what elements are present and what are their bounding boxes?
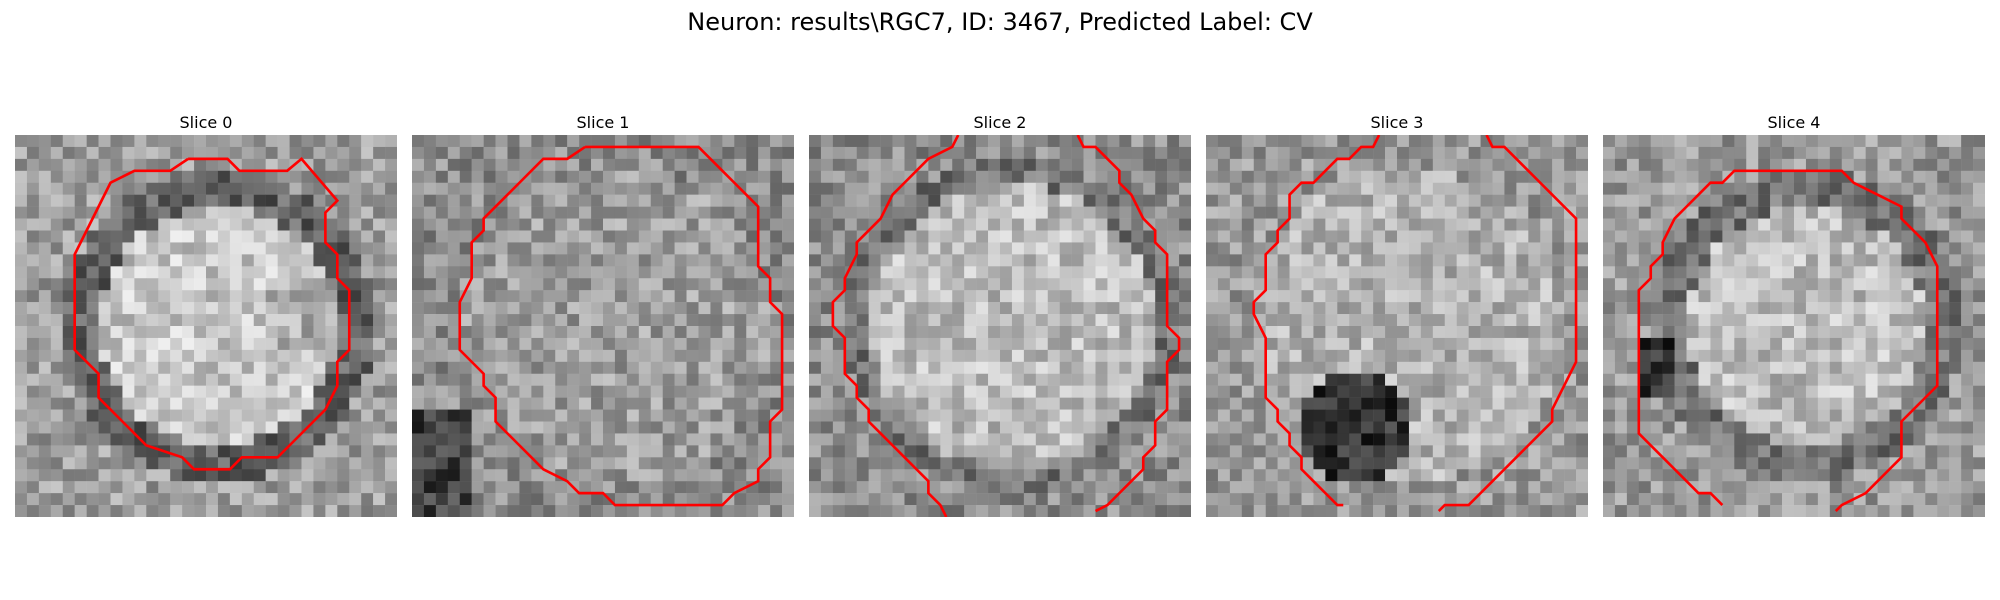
slice-title-3: Slice 3 xyxy=(1370,113,1424,132)
slice-panel-2: Slice 2 xyxy=(809,113,1191,523)
contour-line-0 xyxy=(73,157,351,471)
contour-line-2 xyxy=(831,135,960,517)
slice-pixels-0 xyxy=(15,135,397,517)
slice-title-1: Slice 1 xyxy=(576,113,630,132)
slice-panel-1: Slice 1 xyxy=(412,113,794,523)
slice-image-2 xyxy=(809,135,1191,517)
slice-pixels-2 xyxy=(809,135,1191,517)
slice-panel-3: Slice 3 xyxy=(1206,113,1588,523)
slice-image-4 xyxy=(1603,135,1985,517)
slice-title-4: Slice 4 xyxy=(1767,113,1821,132)
slice-pixels-4 xyxy=(1603,135,1985,517)
slice-image-0 xyxy=(15,135,397,517)
slice-title-2: Slice 2 xyxy=(973,113,1027,132)
contour-line-1 xyxy=(458,145,784,507)
figure-title: Neuron: results\RGC7, ID: 3467, Predicte… xyxy=(687,8,1313,36)
contour-line-4 xyxy=(1637,169,1939,512)
contour-line-3 xyxy=(1252,135,1381,507)
contour-line-2b xyxy=(1076,135,1181,513)
slice-pixels-1 xyxy=(412,135,794,517)
slice-title-0: Slice 0 xyxy=(179,113,233,132)
slice-panel-0: Slice 0 xyxy=(15,113,397,523)
slice-image-3 xyxy=(1206,135,1588,517)
slice-pixels-3 xyxy=(1206,135,1588,517)
slice-panel-4: Slice 4 xyxy=(1603,113,1985,523)
slice-image-1 xyxy=(412,135,794,517)
contour-line-3b xyxy=(1437,135,1578,512)
